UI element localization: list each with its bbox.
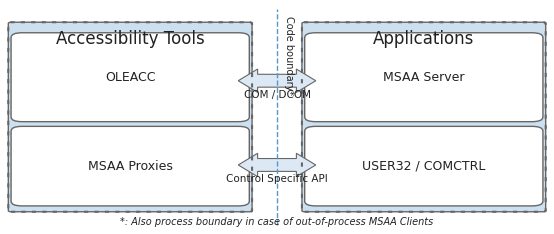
- FancyBboxPatch shape: [11, 33, 249, 122]
- Text: USER32 / COMCTRL: USER32 / COMCTRL: [362, 160, 485, 173]
- FancyBboxPatch shape: [302, 22, 546, 212]
- Text: OLEACC: OLEACC: [105, 71, 156, 84]
- Polygon shape: [238, 69, 316, 92]
- Text: Control Specific API: Control Specific API: [226, 174, 328, 184]
- Text: MSAA Proxies: MSAA Proxies: [88, 160, 173, 173]
- FancyBboxPatch shape: [305, 126, 543, 206]
- Text: Applications: Applications: [373, 30, 474, 48]
- Text: Code boundary*: Code boundary*: [284, 16, 294, 95]
- FancyBboxPatch shape: [11, 126, 249, 206]
- Text: Accessibility Tools: Accessibility Tools: [56, 30, 204, 48]
- Text: *: Also process boundary in case of out-of-process MSAA Clients: *: Also process boundary in case of out-…: [120, 217, 434, 227]
- Text: COM / DCOM: COM / DCOM: [244, 90, 310, 100]
- Polygon shape: [238, 153, 316, 177]
- FancyBboxPatch shape: [8, 22, 252, 212]
- FancyBboxPatch shape: [305, 33, 543, 122]
- Text: MSAA Server: MSAA Server: [383, 71, 465, 84]
